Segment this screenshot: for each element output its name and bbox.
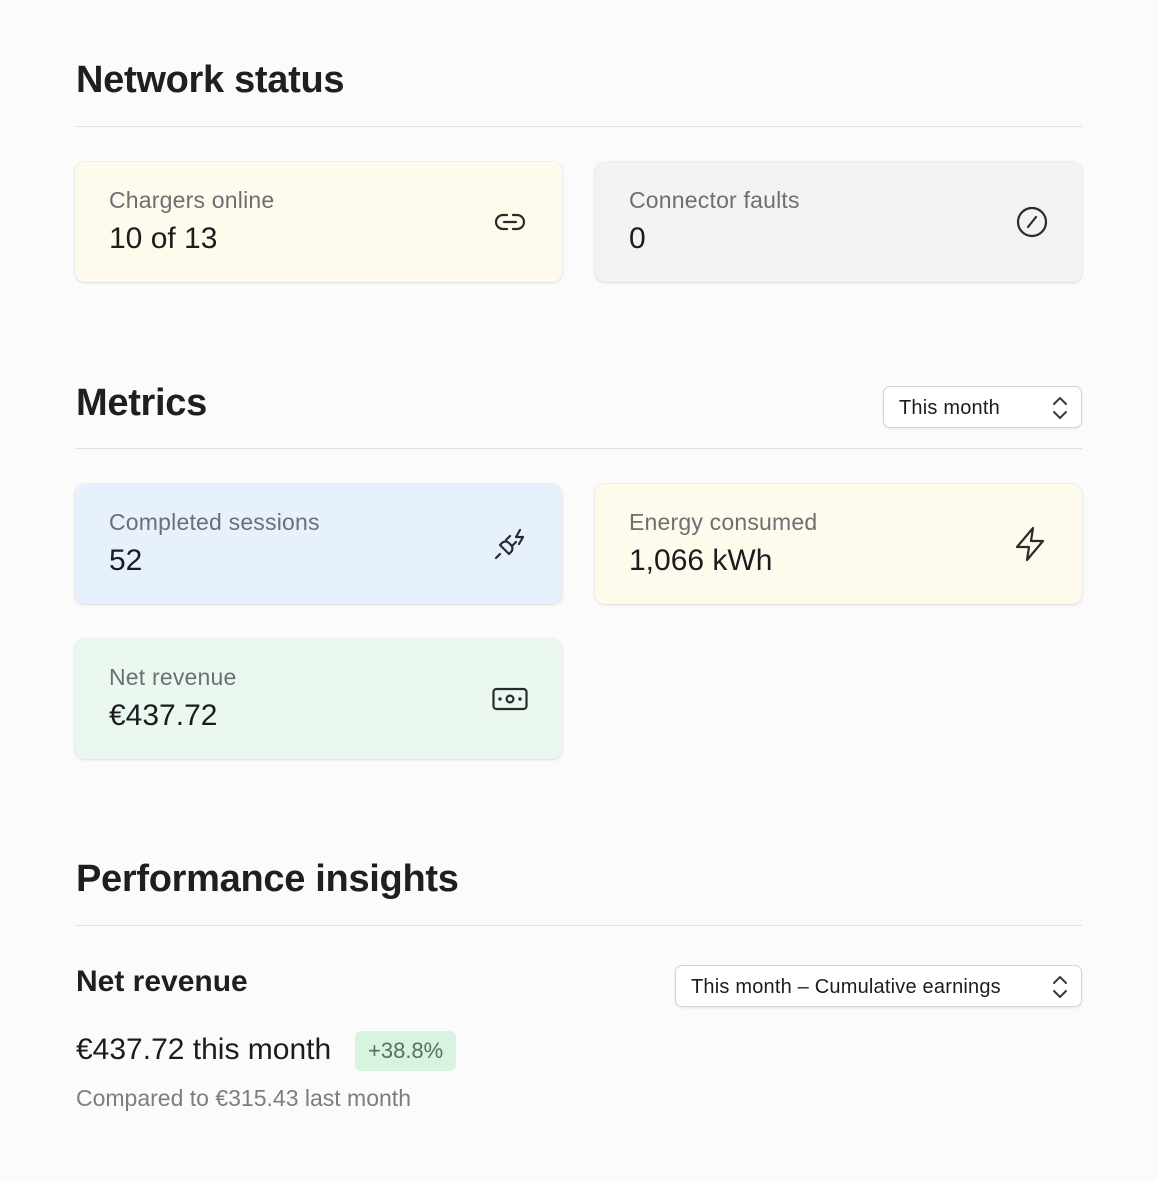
- metrics-period-select[interactable]: This month: [883, 386, 1082, 428]
- connector-faults-label: Connector faults: [629, 187, 800, 213]
- chargers-online-label: Chargers online: [109, 187, 275, 213]
- slash-circle-icon: [1012, 204, 1048, 240]
- completed-sessions-label: Completed sessions: [109, 509, 320, 535]
- energy-consumed-label: Energy consumed: [629, 509, 818, 535]
- chargers-online-card: Chargers online 10 of 13: [75, 162, 562, 282]
- metrics-divider: [75, 448, 1082, 449]
- completed-sessions-card: Completed sessions 52: [75, 484, 562, 604]
- net-revenue-value: €437.72: [109, 699, 218, 732]
- insights-period-select[interactable]: This month – Cumulative earnings: [675, 965, 1082, 1007]
- network-status-title: Network status: [76, 59, 345, 101]
- revenue-comparison: Compared to €315.43 last month: [76, 1085, 411, 1111]
- energy-consumed-value: 1,066 kWh: [629, 544, 773, 577]
- connector-faults-value: 0: [629, 222, 646, 255]
- insights-period-value: This month – Cumulative earnings: [691, 976, 1001, 998]
- chargers-online-value: 10 of 13: [109, 222, 218, 255]
- lightning-icon: [1012, 526, 1048, 562]
- link-icon: [492, 204, 528, 240]
- change-badge: +38.8%: [355, 1031, 457, 1071]
- net-revenue-card: Net revenue €437.72: [75, 639, 562, 759]
- completed-sessions-value: 52: [109, 544, 143, 577]
- performance-insights-divider: [75, 925, 1082, 926]
- revenue-headline: €437.72 this month: [76, 1033, 332, 1066]
- performance-insights-title: Performance insights: [76, 858, 459, 900]
- net-revenue-label: Net revenue: [109, 664, 237, 690]
- banknote-icon: [492, 681, 528, 717]
- energy-consumed-card: Energy consumed 1,066 kWh: [595, 484, 1082, 604]
- chevron-up-down-icon: [1053, 397, 1067, 419]
- network-status-divider: [75, 126, 1082, 127]
- chevron-up-down-icon: [1053, 976, 1067, 998]
- connector-faults-card: Connector faults 0: [595, 162, 1082, 282]
- net-revenue-subtitle: Net revenue: [76, 965, 248, 998]
- metrics-period-value: This month: [899, 397, 1000, 419]
- metrics-title: Metrics: [76, 382, 207, 424]
- plug-icon: [492, 526, 528, 562]
